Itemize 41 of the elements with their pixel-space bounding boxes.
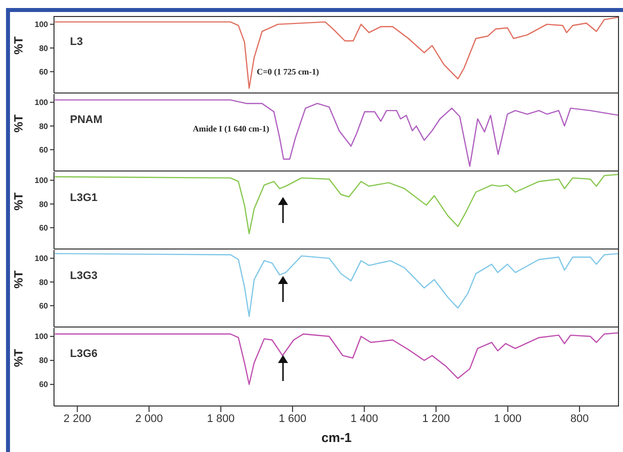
y-axis-title: %T xyxy=(11,36,26,54)
y-axis-title: %T xyxy=(11,270,26,288)
y-tick-label: 100 xyxy=(34,20,49,30)
series-label: PNAM xyxy=(70,114,102,126)
y-tick-label: 60 xyxy=(39,302,49,311)
y-tick-label: 60 xyxy=(39,146,49,155)
y-axis-title: %T xyxy=(11,114,26,132)
y-tick-label: 60 xyxy=(39,224,49,233)
series-label: L3G6 xyxy=(70,348,98,360)
y-axis-title: %T xyxy=(11,348,26,367)
y-tick-label: 60 xyxy=(39,68,49,77)
series-label: L3G1 xyxy=(70,192,98,204)
x-tick-label: 1 600 xyxy=(278,412,306,425)
x-tick-label: 1 000 xyxy=(494,412,522,425)
series-label: L3G3 xyxy=(70,270,98,282)
y-tick-label: 100 xyxy=(34,332,49,342)
y-tick-label: 100 xyxy=(34,254,49,264)
x-tick-label: 1 400 xyxy=(350,412,378,425)
annotation: Amide I (1 640 cm-1) xyxy=(192,123,270,134)
line-series xyxy=(54,332,619,385)
x-axis-title: cm-1 xyxy=(321,430,352,445)
line-series xyxy=(54,252,619,317)
x-tick-label: 800 xyxy=(570,412,589,425)
y-tick-label: 80 xyxy=(39,356,49,366)
series-label: L3 xyxy=(70,36,83,48)
x-tick-label: 2 000 xyxy=(135,412,163,425)
y-tick-label: 80 xyxy=(39,278,49,287)
y-tick-label: 80 xyxy=(39,200,49,209)
x-tick-label: 1 200 xyxy=(422,412,450,425)
y-tick-label: 100 xyxy=(34,98,49,108)
annotation: C=0 (1 725 cm-1) xyxy=(256,66,320,77)
y-axis-title: %T xyxy=(11,192,26,210)
y-tick-label: 60 xyxy=(39,380,49,390)
y-tick-label: 100 xyxy=(34,176,49,186)
line-series xyxy=(54,16,619,89)
x-tick-label: 2 200 xyxy=(64,412,92,425)
x-tick-label: 1 800 xyxy=(207,412,235,425)
line-series xyxy=(54,174,619,234)
y-tick-label: 80 xyxy=(39,44,49,53)
line-series xyxy=(54,99,619,167)
y-tick-label: 80 xyxy=(39,122,49,131)
